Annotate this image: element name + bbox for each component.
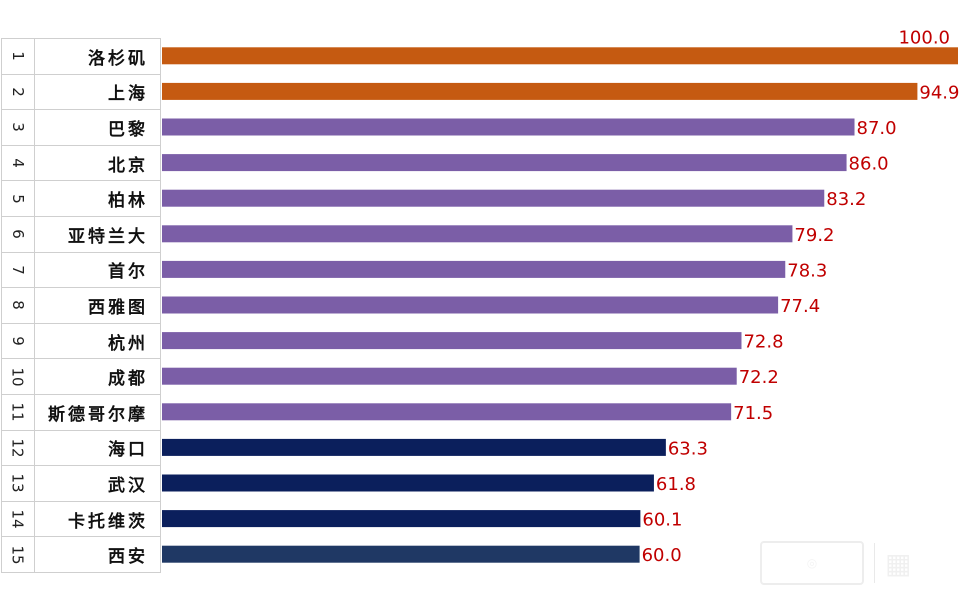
category-label: 首尔 <box>108 262 148 283</box>
data-label: 86.0 <box>849 154 889 175</box>
data-label: 60.0 <box>642 545 682 566</box>
bar <box>162 474 654 492</box>
rank-cell: 1 <box>2 39 35 74</box>
data-label: 100.0 <box>898 27 950 48</box>
bar <box>162 189 825 207</box>
category-label: 西雅图 <box>88 297 148 318</box>
category-label: 洛杉矶 <box>88 48 148 69</box>
bar <box>162 367 737 385</box>
rank-cell: 6 <box>2 216 35 252</box>
rank-cell: 9 <box>2 323 35 359</box>
category-label: 杭州 <box>108 333 148 354</box>
category-label: 海口 <box>108 440 148 461</box>
category-row: 7 首尔 <box>1 252 161 289</box>
data-label: 61.8 <box>656 474 696 495</box>
data-label: 60.1 <box>642 510 682 531</box>
bar <box>162 545 640 563</box>
bar <box>162 118 855 136</box>
category-label: 武汉 <box>108 475 148 496</box>
category-row: 12 海口 <box>1 430 161 467</box>
category-row: 4 北京 <box>1 145 161 182</box>
rank-cell: 14 <box>2 501 35 537</box>
category-label: 斯德哥尔摩 <box>48 404 148 425</box>
data-label: 72.8 <box>743 332 783 353</box>
rank-cell: 7 <box>2 252 35 288</box>
category-row: 10 成都 <box>1 359 161 395</box>
rank-cell: 10 <box>2 359 35 394</box>
bar <box>162 154 847 172</box>
category-label: 卡托维茨 <box>68 511 148 532</box>
bar <box>162 47 958 65</box>
rank-cell: 13 <box>2 466 35 501</box>
rank-cell: 2 <box>2 74 35 110</box>
category-row: 11 斯德哥尔摩 <box>1 394 161 431</box>
rank-cell: 3 <box>2 110 35 145</box>
bar <box>162 260 786 278</box>
rank-cell: 15 <box>2 537 35 572</box>
category-row: 5 柏林 <box>1 181 161 217</box>
category-label: 成都 <box>108 369 148 390</box>
category-row: 15 西安 <box>1 537 161 573</box>
data-label: 77.4 <box>780 296 820 317</box>
category-label: 上海 <box>108 84 148 105</box>
watermark: ◎ ▦ <box>760 535 950 591</box>
data-label: 71.5 <box>733 403 773 424</box>
data-label: 79.2 <box>794 225 834 246</box>
data-label: 87.0 <box>857 118 897 139</box>
bar <box>162 225 793 243</box>
data-label: 78.3 <box>787 260 827 281</box>
category-row: 1 洛杉矶 <box>1 39 161 75</box>
category-row: 13 武汉 <box>1 466 161 502</box>
data-label: 94.9 <box>919 82 959 103</box>
category-row: 8 西雅图 <box>1 288 161 324</box>
watermark-text-icon: ▦ <box>885 546 914 580</box>
category-label: 北京 <box>108 155 148 176</box>
category-row: 6 亚特兰大 <box>1 216 161 253</box>
bar <box>162 296 779 314</box>
rank-cell: 5 <box>2 181 35 216</box>
data-label: 83.2 <box>826 189 866 210</box>
data-label: 63.3 <box>668 438 708 459</box>
category-row: 9 杭州 <box>1 323 161 360</box>
rank-cell: 12 <box>2 430 35 466</box>
rank-cell: 4 <box>2 145 35 181</box>
category-label: 西安 <box>108 547 148 568</box>
watermark-divider <box>874 543 875 583</box>
category-row: 2 上海 <box>1 74 161 111</box>
bar <box>162 403 732 421</box>
category-label-table: 1 洛杉矶 2 上海 3 巴黎 4 北京 5 柏林 6 亚特兰大 7 首尔 8 西雅图 9 杭州 10 成都 11 斯德哥… <box>1 38 161 573</box>
rank-cell: 11 <box>2 394 35 430</box>
category-label: 巴黎 <box>108 119 148 140</box>
category-label: 柏林 <box>108 191 148 212</box>
watermark-logo-icon: ◎ <box>760 541 864 585</box>
bar <box>162 438 666 456</box>
data-label: 72.2 <box>739 367 779 388</box>
bar <box>162 510 641 528</box>
category-row: 3 巴黎 <box>1 110 161 146</box>
bar <box>162 332 742 350</box>
category-row: 14 卡托维茨 <box>1 501 161 538</box>
rank-cell: 8 <box>2 288 35 323</box>
category-label: 亚特兰大 <box>68 226 148 247</box>
bar <box>162 82 918 100</box>
